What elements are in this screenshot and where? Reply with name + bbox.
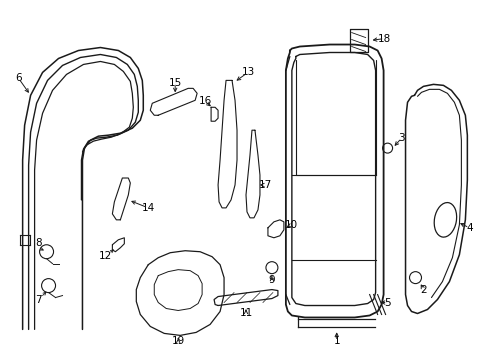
Text: 5: 5 bbox=[384, 297, 390, 307]
Text: 9: 9 bbox=[268, 275, 275, 285]
Text: 4: 4 bbox=[465, 223, 472, 233]
Text: 19: 19 bbox=[171, 336, 184, 346]
Text: 1: 1 bbox=[333, 336, 339, 346]
Text: 3: 3 bbox=[397, 133, 404, 143]
Text: 16: 16 bbox=[198, 96, 211, 106]
Text: 15: 15 bbox=[168, 78, 182, 88]
Text: 2: 2 bbox=[419, 284, 426, 294]
Text: 14: 14 bbox=[142, 203, 155, 213]
Text: 7: 7 bbox=[35, 294, 42, 305]
Text: 18: 18 bbox=[377, 33, 390, 44]
Text: 8: 8 bbox=[35, 238, 42, 248]
Text: 6: 6 bbox=[15, 73, 22, 84]
Text: 12: 12 bbox=[99, 251, 112, 261]
Text: 13: 13 bbox=[241, 67, 254, 77]
Text: 11: 11 bbox=[239, 309, 252, 319]
Text: 17: 17 bbox=[258, 180, 271, 190]
Text: 10: 10 bbox=[285, 220, 298, 230]
